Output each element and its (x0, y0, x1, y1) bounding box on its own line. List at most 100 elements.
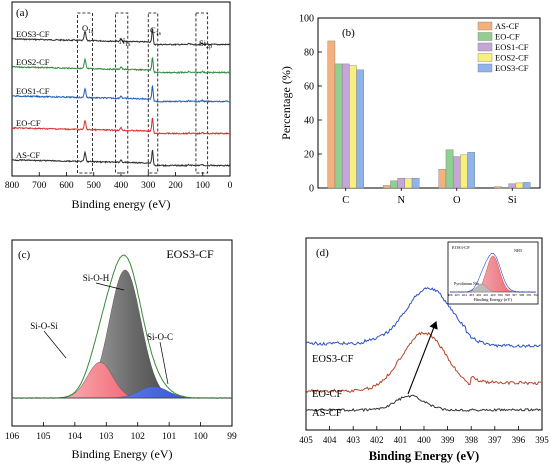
x-tick-label-399: 399 (441, 435, 455, 445)
inset-x-ticks: 406 405 404 403 402 401 400 399 398 397 396 395 394 (447, 293, 538, 297)
panel-b-ylabel: Percentage (%) (279, 66, 293, 140)
x-tick-label-101: 101 (162, 432, 177, 442)
legend-label-eos3-cf: EOS3-CF (495, 63, 529, 73)
legend-label-as-cf: AS-CF (495, 21, 519, 31)
x-tick-label-404: 404 (323, 435, 337, 445)
component-label-si-o-c: Si-O-C (147, 332, 173, 342)
x-tick-label-600: 600 (59, 181, 74, 191)
legend-label-eos2-cf: EOS2-CF (495, 53, 529, 63)
category-label-o: O (453, 195, 461, 206)
panel-b: (b) 0 20 40 60 80 100 C N O Si AS-CFEO-CFEOS1-CF… (279, 14, 541, 206)
peak-box-0 (77, 12, 93, 174)
inset-x-tick-397: 397 (512, 293, 517, 297)
bar-o-eos3-cf (467, 152, 475, 189)
legend-swatch-as-cf (477, 21, 493, 31)
panel-b-y-ticks: 0 20 40 60 80 100 (299, 14, 322, 195)
panel-d-spectra (305, 287, 542, 413)
x-tick-label-500: 500 (87, 181, 102, 191)
spectrum-line-as-cf (305, 394, 542, 413)
panel-d-series-labels: EOS3-CF EO-CF AS-CF (312, 354, 354, 419)
panel-c-title: EOS3-CF (166, 247, 214, 261)
spectrum-line-eos2-cf (11, 57, 230, 75)
x-tick-label-401: 401 (394, 435, 408, 445)
bar-n-eos2-cf (404, 178, 413, 189)
panel-d-x-ticks: 405 404 403 402 401 400 399 398 397 396 395 (299, 426, 549, 445)
legend-label-eo-cf: EO-CF (495, 32, 520, 42)
spectrum-line-eos3-cf (11, 28, 231, 46)
peak-label-c1s: C1s (150, 25, 162, 37)
x-tick-label-397: 397 (488, 435, 502, 445)
component-leader-si-o-si (43, 330, 67, 359)
inset-x-tick-398: 398 (505, 293, 510, 297)
component-leader-si-o-c (159, 341, 169, 385)
x-tick-label-395: 395 (535, 435, 549, 445)
x-tick-label-102: 102 (131, 432, 146, 442)
component-label-si-o-si: Si-O-Si (30, 321, 58, 331)
panel-d-inset: EOS3-CF NH3 Pyridinium Nitr 406 405 404 403… (447, 241, 539, 305)
legend-swatch-eos1-cf (477, 42, 493, 52)
x-tick-label-106: 106 (5, 432, 20, 442)
spectrum-line-eo-cf (11, 117, 231, 135)
inset-x-tick-394: 394 (533, 293, 538, 297)
panel-b-frame (317, 17, 541, 189)
panel-a-peak-labels: O1s N1s C1s Si2p (82, 23, 212, 50)
x-tick-label-105: 105 (36, 432, 51, 442)
bar-c-eo-cf (334, 63, 343, 189)
peak-label-si2p: Si2p (199, 38, 212, 50)
x-tick-label-405: 405 (299, 435, 313, 445)
x-tick-label-300: 300 (141, 181, 156, 191)
series-label-eos3-cf: EOS3-CF (16, 29, 50, 39)
legend-swatch-eo-cf (477, 32, 493, 41)
y-tick-label-20: 20 (304, 150, 314, 161)
panel-a-peak-boxes (77, 12, 209, 174)
inset-x-tick-406: 406 (447, 293, 452, 297)
series-label-eos2-cf: EOS2-CF (16, 57, 50, 67)
panel-d: (d) EOS3-CF EO-CF AS-CF EOS3-CF NH3 Pyridi… (299, 237, 549, 463)
bar-n-eos1-cf (397, 177, 406, 189)
bar-n-as-cf (383, 185, 391, 189)
spectrum-line-eos3-cf (305, 287, 541, 349)
panel-c-plot (11, 254, 233, 399)
bar-c-eos1-cf (341, 63, 350, 189)
inset-x-tick-403: 403 (469, 293, 474, 297)
legend-swatch-eos2-cf (477, 53, 493, 62)
panel-b-category-labels: C N O Si (342, 188, 517, 206)
panel-a-x-ticks: 800 700 600 500 400 300 200 100 0 (5, 172, 233, 191)
y-tick-label-100: 100 (299, 14, 314, 25)
inset-title: EOS3-CF (452, 245, 470, 250)
x-tick-label-99: 99 (227, 432, 237, 442)
inset-x-tick-395: 395 (526, 293, 531, 297)
panel-d-label: (d) (316, 247, 329, 259)
component-label-si-o-h: Si-O-H (83, 273, 110, 283)
panel-d-xlabel: Binding Energy (eV) (369, 449, 479, 463)
x-tick-label-0: 0 (228, 181, 233, 191)
bar-c-as-cf (327, 40, 336, 189)
series-label-eo-cf: EO-CF (312, 389, 342, 400)
bar-si-eos3-cf (522, 182, 531, 189)
series-label-eo-cf: EO-CF (16, 118, 41, 128)
x-tick-label-403: 403 (346, 435, 360, 445)
x-tick-label-104: 104 (68, 432, 83, 442)
y-tick-label-40: 40 (304, 116, 314, 127)
x-tick-label-100: 100 (193, 432, 208, 442)
bar-si-eos1-cf (508, 183, 517, 189)
panel-d-trend-arrow (407, 320, 438, 395)
bar-o-as-cf (438, 169, 447, 189)
panel-c-xlabel: Binding Energy (eV) (71, 447, 172, 461)
x-tick-label-400: 400 (417, 435, 431, 445)
x-tick-label-103: 103 (99, 432, 114, 442)
series-label-as-cf: AS-CF (312, 408, 342, 419)
panel-a-spectra (11, 28, 231, 168)
bar-si-as-cf (494, 186, 502, 189)
bar-si-eos2-cf (515, 182, 524, 189)
inset-plot (449, 252, 536, 293)
inset-x-tick-399: 399 (498, 293, 503, 297)
y-tick-label-60: 60 (304, 82, 314, 93)
bar-o-eos2-cf (460, 154, 468, 189)
bar-c-eos2-cf (349, 65, 357, 189)
panel-c-frame (11, 239, 233, 427)
x-tick-label-398: 398 (464, 435, 478, 445)
inset-x-tick-400: 400 (490, 293, 495, 297)
